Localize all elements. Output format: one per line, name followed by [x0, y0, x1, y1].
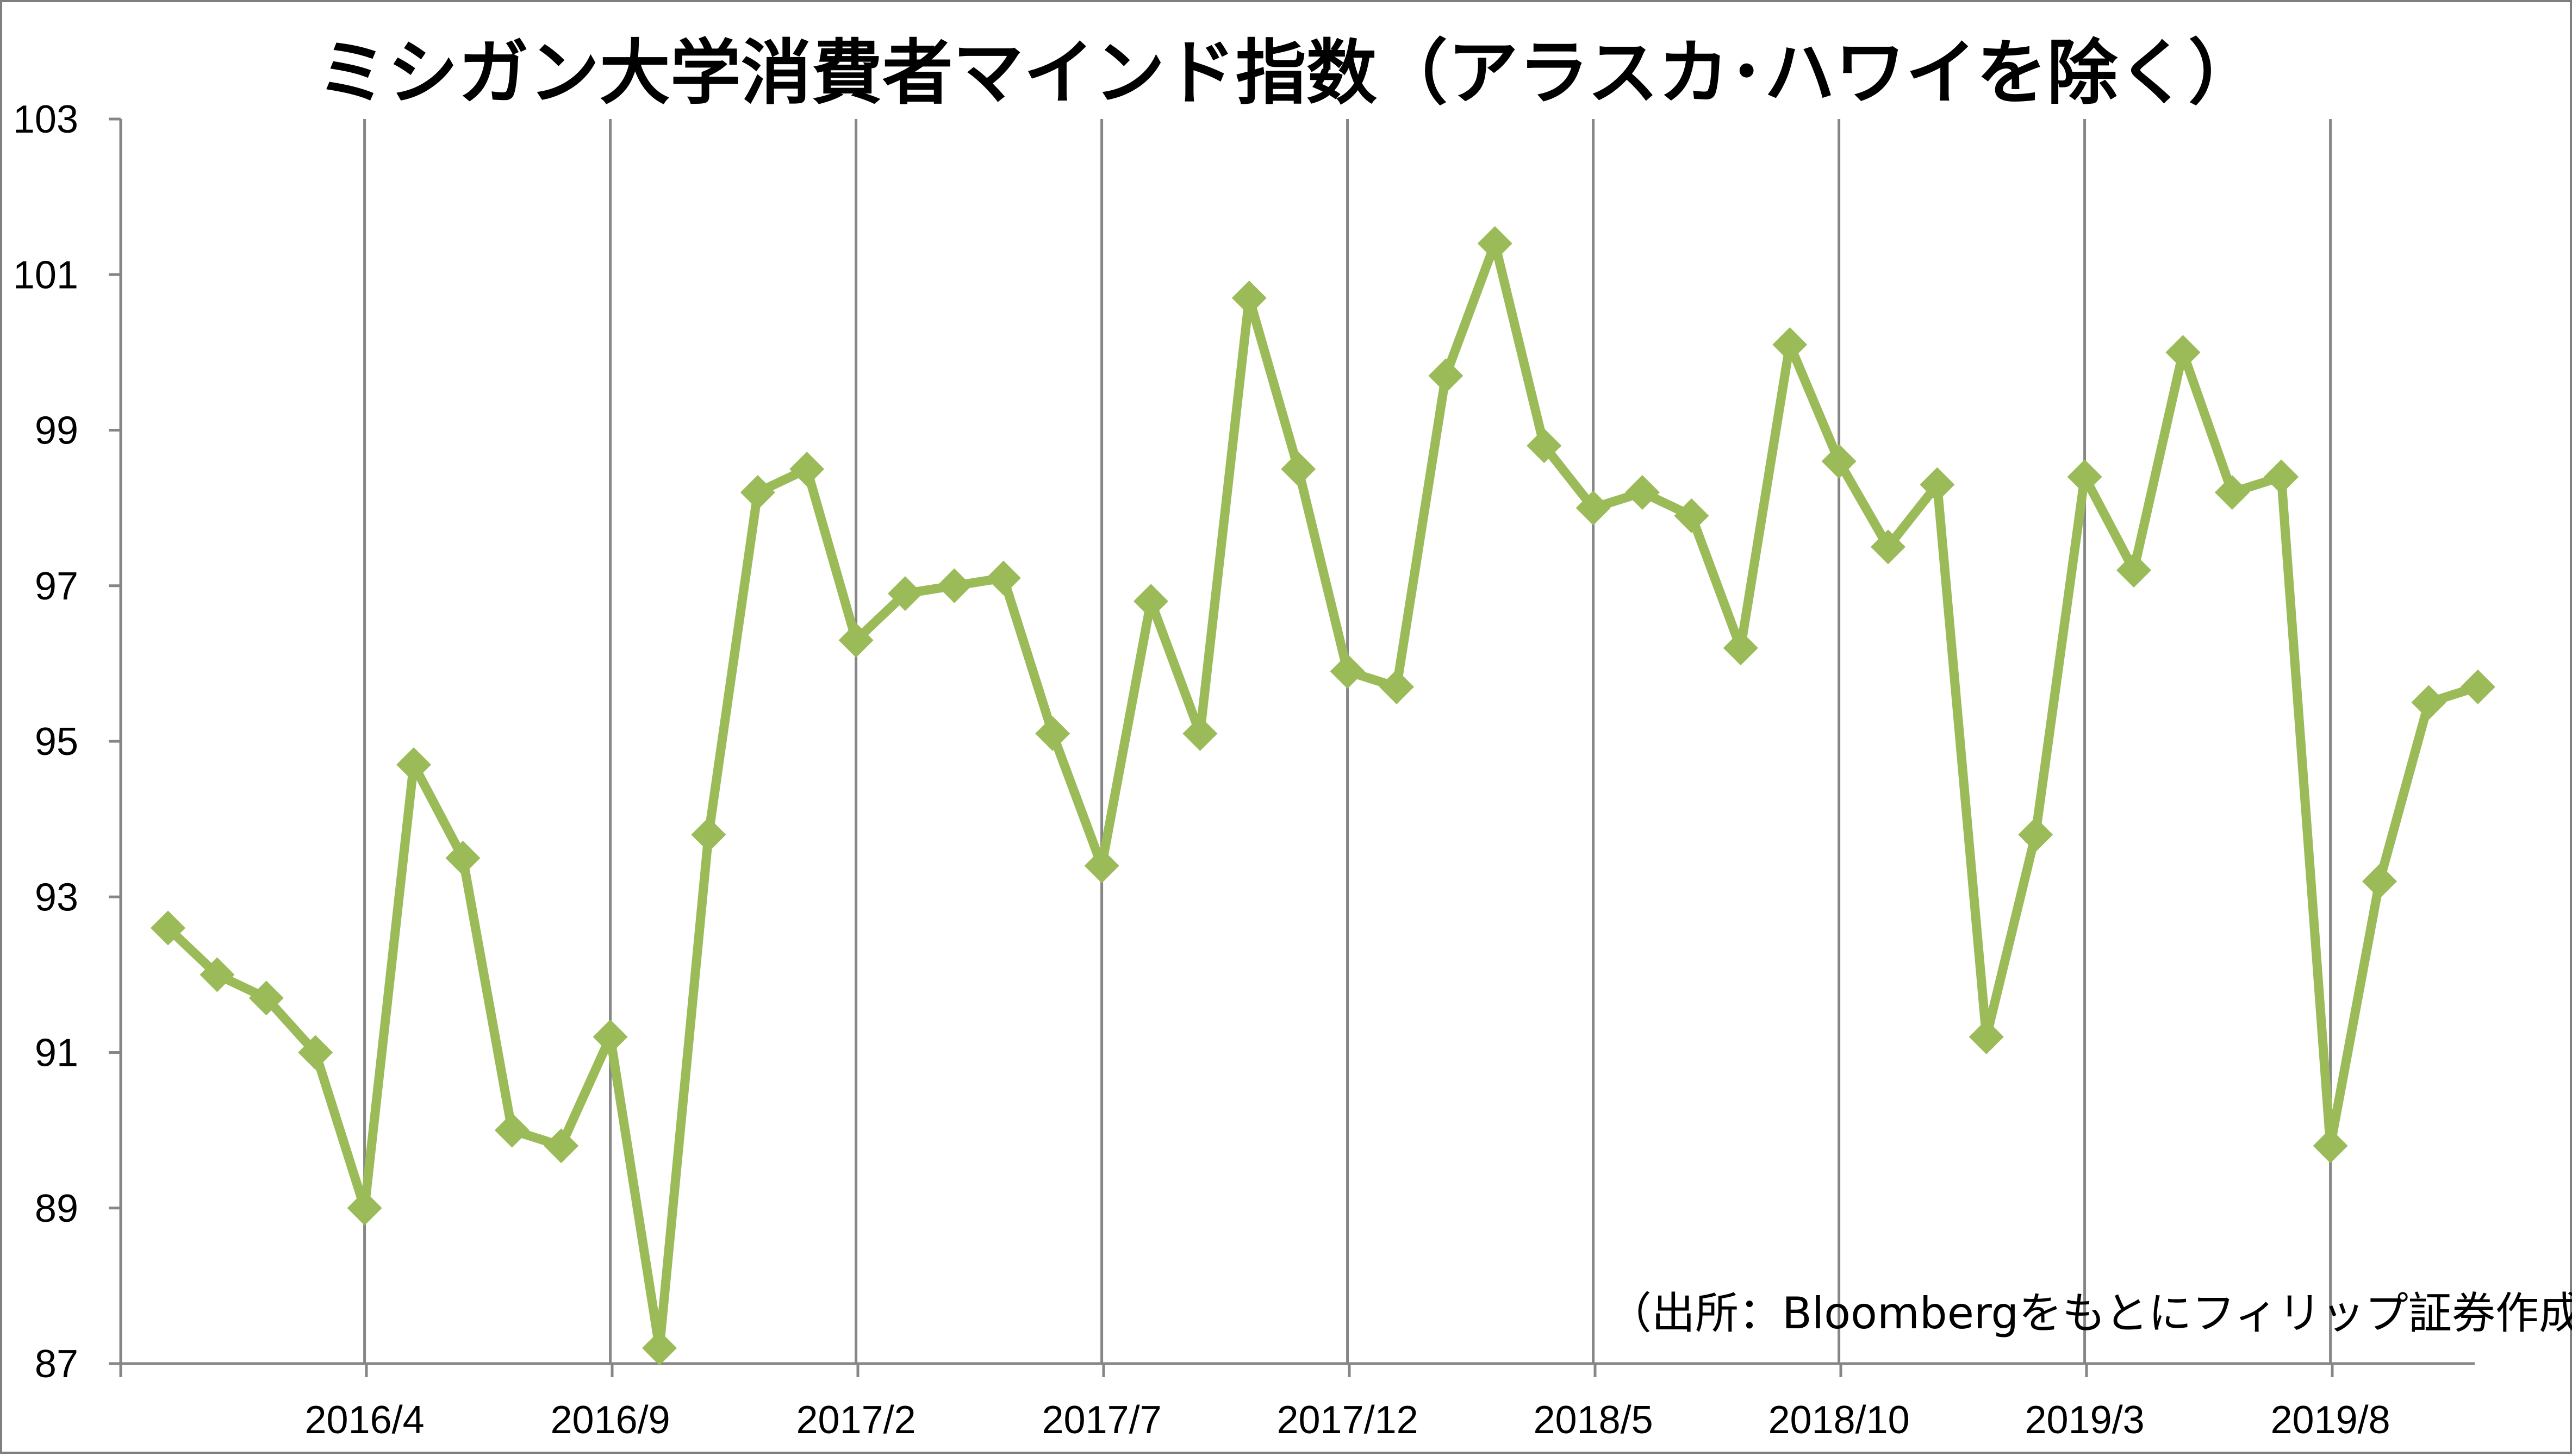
data-point-marker: [298, 1035, 333, 1070]
data-point-marker: [1084, 848, 1119, 883]
data-point-marker: [396, 747, 431, 782]
y-tick-label: 93: [35, 876, 78, 919]
axes: [119, 119, 2475, 1365]
data-point-marker: [151, 910, 185, 946]
x-tick-label: 2018/10: [1768, 1398, 1909, 1442]
data-point-marker: [494, 1113, 530, 1148]
data-point-marker: [2018, 817, 2053, 852]
x-tick-label: 2017/7: [1042, 1398, 1161, 1442]
y-tick-label: 97: [35, 565, 78, 608]
y-tick-label: 89: [35, 1187, 78, 1230]
data-point-marker: [2165, 335, 2201, 370]
data-point-marker: [347, 1190, 382, 1226]
data-point-marker: [1379, 669, 1414, 704]
data-point-marker: [1625, 475, 1660, 510]
y-tick-label: 101: [13, 253, 78, 297]
x-tick-label: 2018/5: [1533, 1398, 1653, 1442]
data-point-marker: [1035, 716, 1070, 751]
source-annotation: （出所：Bloombergをもとにフィリップ証券作成）: [1608, 1288, 2572, 1339]
data-point-marker: [445, 840, 481, 876]
x-tick-label: 2016/4: [304, 1398, 424, 1442]
gridlines: [363, 119, 2332, 1364]
data-point-marker: [2313, 1128, 2348, 1164]
data-point-marker: [1527, 428, 1562, 464]
y-tick-label: 95: [35, 720, 78, 764]
data-point-marker: [1281, 452, 1316, 487]
chart-title: ミシガン大学消費者マインド指数（アラスカ･ハワイを除く）: [317, 32, 2259, 114]
data-point-marker: [1674, 498, 1709, 533]
data-point-marker: [740, 475, 775, 510]
series-layer: [151, 226, 2495, 1366]
data-point-marker: [1231, 280, 1267, 316]
data-point-marker: [593, 1019, 628, 1054]
data-point-marker: [2362, 864, 2397, 899]
data-point-marker: [2460, 669, 2495, 704]
data-point-marker: [642, 1330, 677, 1366]
data-point-marker: [2116, 553, 2151, 588]
data-point-marker: [1920, 467, 1955, 502]
data-point-marker: [986, 560, 1021, 596]
x-tick-label: 2019/8: [2270, 1398, 2390, 1442]
data-point-marker: [789, 452, 825, 487]
data-point-marker: [2411, 685, 2446, 720]
x-tick-label: 2016/9: [550, 1398, 670, 1442]
data-point-marker: [1969, 1019, 2004, 1054]
y-tick-label: 87: [35, 1342, 78, 1386]
data-point-marker: [937, 568, 972, 603]
y-axis-ticks: 103 101 99 97 95 93 91 89 87: [13, 98, 121, 1386]
data-point-marker: [1821, 443, 1857, 479]
data-point-marker: [248, 980, 284, 1016]
series-line: [163, 239, 2483, 1353]
data-point-marker: [1428, 358, 1464, 393]
data-point-marker: [888, 576, 923, 611]
data-point-marker: [200, 957, 235, 992]
x-tick-label: 2019/3: [2025, 1398, 2144, 1442]
data-point-marker: [1871, 529, 1905, 565]
data-point-marker: [1575, 490, 1611, 526]
x-tick-label: 2017/12: [1276, 1398, 1418, 1442]
data-point-marker: [2264, 459, 2299, 495]
data-point-marker: [1723, 630, 1758, 666]
y-tick-label: 99: [35, 409, 78, 453]
data-point-marker: [1772, 327, 1808, 363]
y-tick-label: 103: [13, 98, 78, 141]
data-point-marker: [691, 817, 726, 852]
x-axis-ticks: 2016/4 2016/9 2017/2 2017/7 2017/12 2018/5 201…: [119, 1364, 2390, 1442]
data-point-marker: [1134, 584, 1168, 619]
data-point-marker: [544, 1128, 579, 1164]
data-point-marker: [1330, 654, 1365, 689]
data-point-marker: [2067, 459, 2102, 495]
x-tick-label: 2017/2: [796, 1398, 916, 1442]
data-point-marker: [1477, 226, 1512, 261]
data-point-marker: [838, 622, 874, 658]
y-tick-label: 91: [35, 1032, 78, 1075]
data-point-marker: [1182, 716, 1218, 751]
data-point-marker: [2214, 475, 2250, 510]
